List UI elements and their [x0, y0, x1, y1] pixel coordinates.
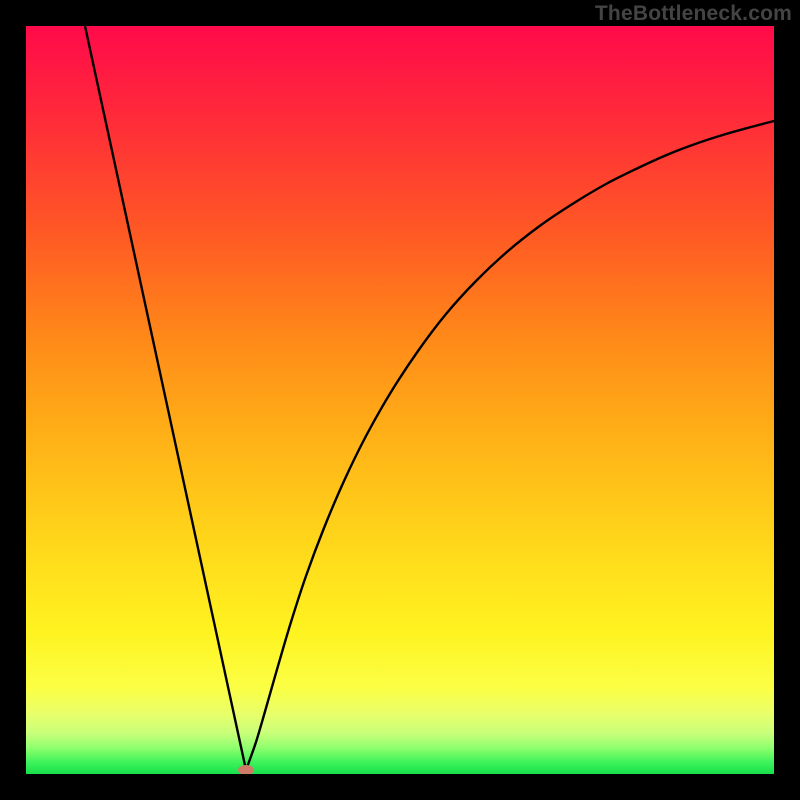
- plot-area: [26, 26, 774, 774]
- background-gradient: [26, 26, 774, 774]
- outer-frame: TheBottleneck.com: [0, 0, 800, 800]
- watermark-text: TheBottleneck.com: [595, 2, 792, 26]
